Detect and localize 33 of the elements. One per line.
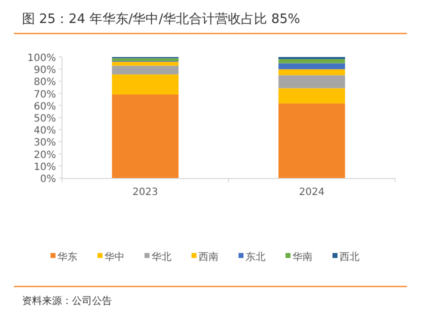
bar xyxy=(278,103,346,178)
text: 资料来源：公司公告 xyxy=(22,295,112,307)
x-tick-label: 2023 xyxy=(132,187,158,198)
y-tick-label: 90% xyxy=(34,65,56,76)
legend-label: 西南 xyxy=(198,251,218,263)
legend-label: 西北 xyxy=(340,251,360,263)
x-tick-label: 2024 xyxy=(299,187,324,198)
y-tick-label: 30% xyxy=(34,138,56,149)
y-tick-label: 60% xyxy=(34,101,56,112)
bar xyxy=(278,88,346,104)
y-tick-label: 100% xyxy=(27,53,56,64)
bar xyxy=(112,58,179,61)
y-tick-label: 0% xyxy=(40,174,56,185)
bar xyxy=(112,94,179,178)
legend-label: 华中 xyxy=(104,251,124,263)
bar xyxy=(112,62,179,66)
bar xyxy=(278,75,346,88)
y-tick-label: 40% xyxy=(34,126,56,137)
bar xyxy=(278,63,346,70)
bar xyxy=(112,74,179,95)
legend-label: 华东 xyxy=(58,251,78,263)
legend-label: 华南 xyxy=(292,251,312,263)
y-tick-label: 50% xyxy=(34,114,56,124)
y-tick-label: 70% xyxy=(34,89,56,100)
y-tick-label: 20% xyxy=(34,150,56,161)
chart-title: 图 25：24 年华东/华中/华北合计营收占比 85% xyxy=(22,12,300,27)
bar xyxy=(278,59,346,64)
y-tick-label: 10% xyxy=(34,162,56,173)
y-tick-label: 80% xyxy=(34,77,56,88)
legend-label: 东北 xyxy=(246,251,266,263)
legend-label: 华北 xyxy=(152,251,172,263)
bar xyxy=(278,69,346,76)
bar xyxy=(112,66,179,74)
